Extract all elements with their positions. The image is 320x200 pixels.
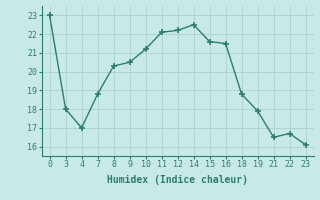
X-axis label: Humidex (Indice chaleur): Humidex (Indice chaleur) — [107, 175, 248, 185]
